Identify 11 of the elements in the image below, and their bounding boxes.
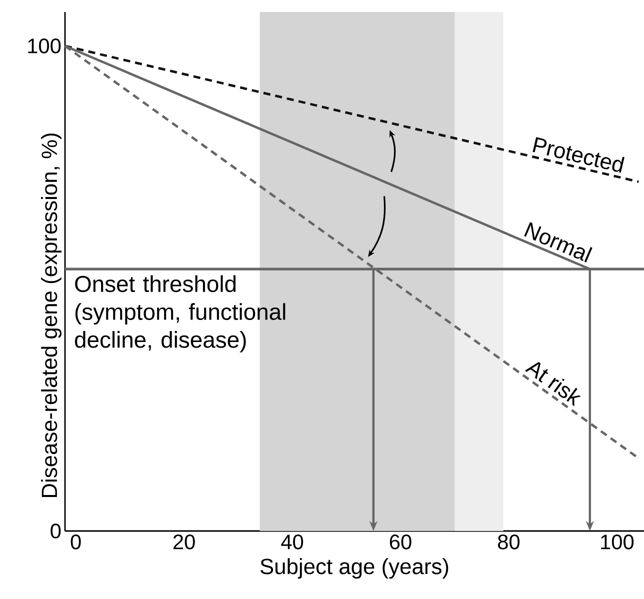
text: Protected [532,137,624,173]
x-tick-label: 40 [281,534,304,550]
x-tick-label: 80 [498,534,520,550]
text: At risk [524,362,581,406]
ref-line-label: Onset threshold (symptom, functional decline, disease) [74,275,286,352]
x-tick-label: 60 [390,534,412,550]
y-axis-title: Disease-related gene (expression, %) [41,134,62,498]
x-axis-title: Subject age (years) [260,558,448,579]
x-tick-label: 20 [173,534,195,550]
x-tick-label: 100 [601,534,634,550]
x-tick-label: 0 [70,534,81,550]
